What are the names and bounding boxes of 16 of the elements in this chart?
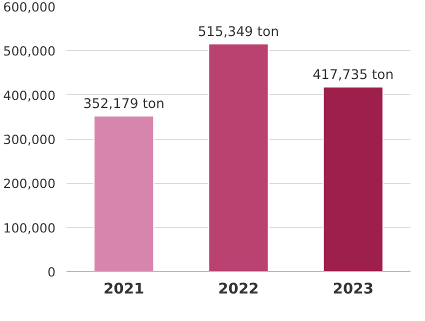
data-label: 417,735 ton — [312, 68, 394, 83]
y-tick-label: 0 — [47, 264, 56, 280]
y-tick-label: 600,000 — [3, 0, 56, 14]
x-tick-label: 2022 — [218, 280, 259, 298]
bar — [322, 86, 384, 272]
data-label: 352,179 ton — [83, 96, 164, 112]
y-tick-label: 300,000 — [3, 132, 56, 147]
x-tick-label: 2023 — [332, 280, 374, 298]
bar — [94, 115, 154, 272]
bar — [208, 43, 269, 272]
y-tick-label: 400,000 — [3, 88, 56, 103]
y-tick-label: 200,000 — [3, 176, 56, 192]
y-tick-label: 500,000 — [3, 44, 56, 59]
x-tick-label: 2021 — [103, 280, 144, 298]
data-label: 515,349 ton — [198, 24, 280, 40]
y-tick-label: 100,000 — [3, 220, 56, 236]
